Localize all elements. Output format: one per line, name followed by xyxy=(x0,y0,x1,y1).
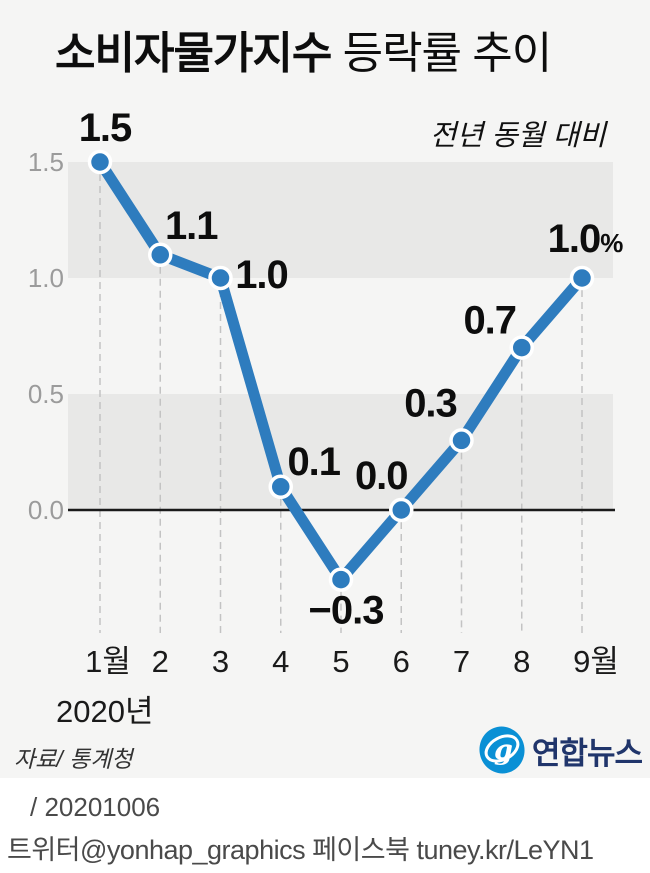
data-point-label: 0.7 xyxy=(463,299,516,343)
data-point-marker xyxy=(569,265,595,291)
x-axis-year-note: 2020년 xyxy=(56,694,153,729)
data-point-label: 1.1 xyxy=(165,204,218,248)
data-point-marker xyxy=(268,474,293,500)
y-axis-tick-label: 0.0 xyxy=(28,495,64,525)
x-axis-month-label: 1월 xyxy=(85,644,131,679)
yonhap-logo: g 연합뉴스 xyxy=(478,725,643,775)
data-point-marker xyxy=(87,149,113,175)
x-axis-month-label: 3 xyxy=(212,644,229,679)
svg-text:g: g xyxy=(494,735,513,766)
source-note: 자료/ 통계청 xyxy=(14,746,133,772)
footer-credits: 트위터@yonhap_graphics 페이스북 tuney.kr/LeYN1 xyxy=(7,835,594,865)
data-point-marker xyxy=(148,242,173,268)
title-emphasis: 소비자물가지수 xyxy=(55,29,332,78)
data-point-marker xyxy=(328,567,354,592)
yonhap-swirl-icon: g xyxy=(479,726,525,774)
graphic-area: 소비자물가지수 등락률 추이 전년 동월 대비 1.5 1.0 0.5 0.0 1.5 1… xyxy=(0,0,650,778)
page-title: 소비자물가지수 등락률 추이 xyxy=(55,26,553,82)
x-axis-month-label: 6 xyxy=(393,644,410,679)
data-point-label: 0.3 xyxy=(404,381,457,425)
x-axis-month-label: 4 xyxy=(272,644,289,679)
y-axis-tick-label: 1.5 xyxy=(28,147,64,177)
data-point-label: 1.5 xyxy=(79,106,132,150)
title-rest: 등락률 추이 xyxy=(331,29,553,78)
x-axis-month-label: 8 xyxy=(513,644,530,679)
data-point-marker xyxy=(449,428,474,453)
x-axis-month-label: 9월 xyxy=(573,644,619,679)
data-point-label: 0.1 xyxy=(287,440,340,484)
x-axis-month-label: 2 xyxy=(152,644,169,679)
x-axis-month-label: 7 xyxy=(453,644,470,679)
chart-subtitle: 전년 동월 대비 xyxy=(429,120,606,152)
data-point-label: −0.3 xyxy=(309,589,384,633)
logo-wordmark: 연합뉴스 xyxy=(531,735,643,771)
y-axis-tick-label: 0.5 xyxy=(28,379,64,409)
unit-suffix: % xyxy=(600,228,623,258)
data-point-label: 0.0 xyxy=(355,454,408,498)
x-axis-month-label: 5 xyxy=(332,644,349,679)
y-axis-tick-label: 1.0 xyxy=(28,263,64,293)
footer-date: / 20201006 xyxy=(30,792,161,822)
y-band xyxy=(68,394,613,510)
data-point-label: 1.0 xyxy=(235,253,288,297)
footer: / 20201006 트위터@yonhap_graphics 페이스북 tune… xyxy=(0,778,650,873)
line-chart: 1.51.00.50.01.51.11.00.1−0.30.00.30.71.0… xyxy=(28,106,624,729)
data-point-marker xyxy=(509,335,534,360)
data-point-marker xyxy=(389,497,414,523)
data-point-marker xyxy=(208,265,233,291)
